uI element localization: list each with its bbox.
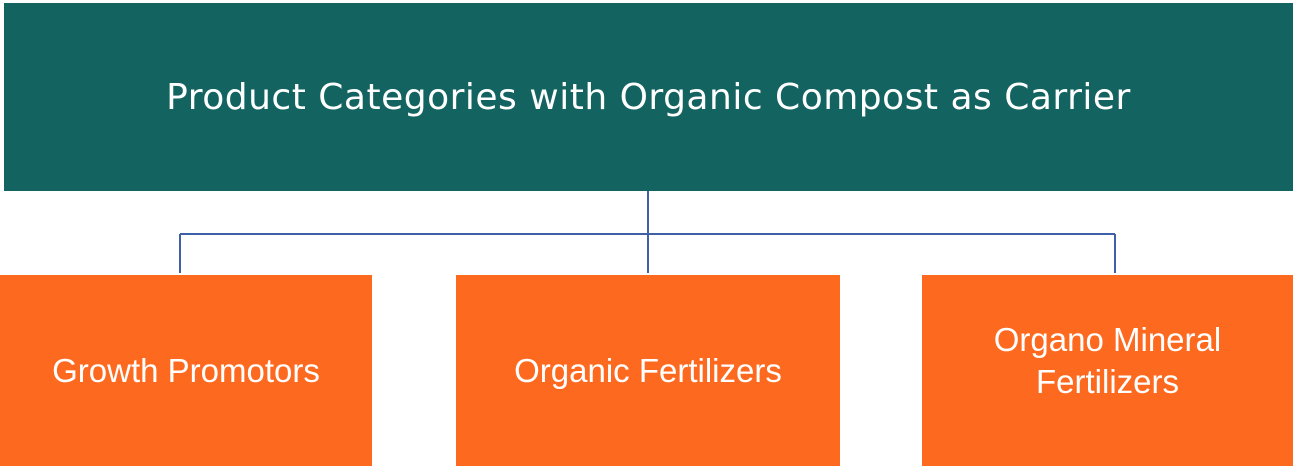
node-label: Organic Fertilizers	[514, 351, 782, 389]
node-label: Organo Mineral Fertilizers	[993, 321, 1222, 400]
root-node: Product Categories with Organic Compost …	[4, 3, 1293, 191]
child-node: Organic Fertilizers	[456, 275, 840, 466]
root-label: Product Categories with Organic Compost …	[166, 76, 1131, 118]
child-node: Growth Promotors	[0, 275, 372, 466]
node-label: Growth Promotors	[52, 351, 320, 389]
child-node: Organo Mineral Fertilizers	[922, 275, 1293, 466]
